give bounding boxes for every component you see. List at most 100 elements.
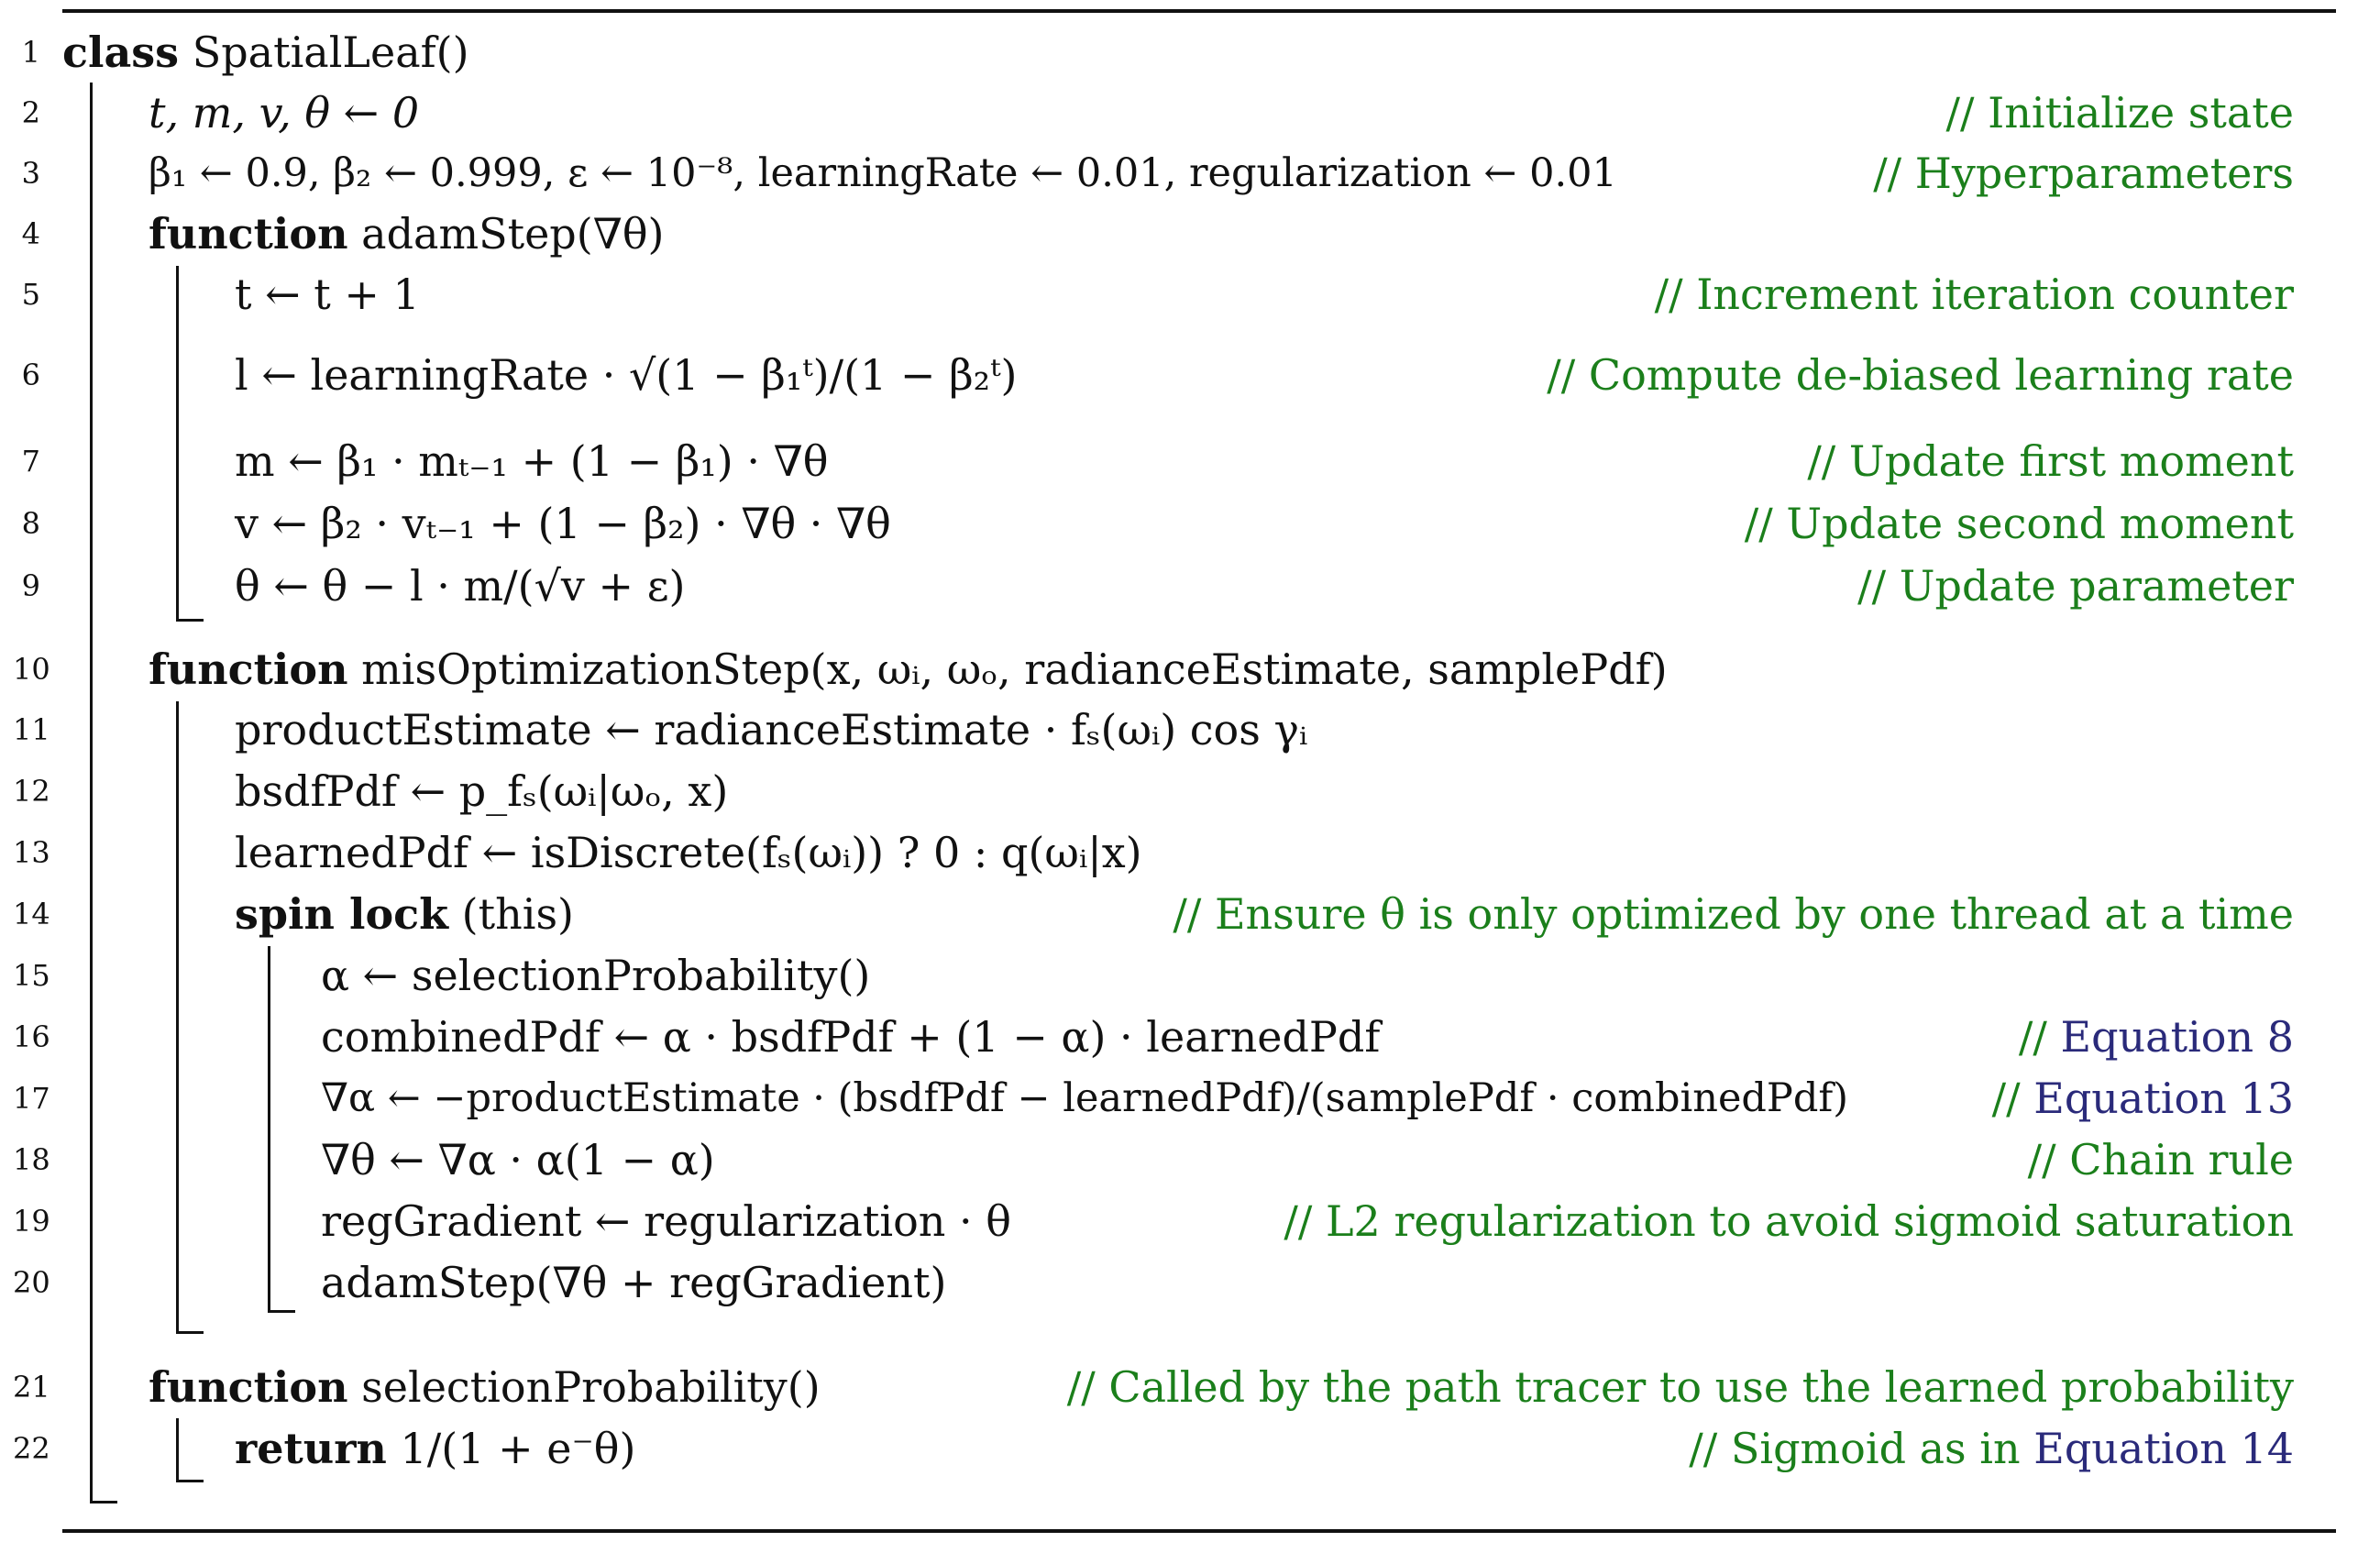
code-line-7: 7 m ← β₁ · mₜ₋₁ + (1 − β₁) · ∇θ // Updat… bbox=[0, 431, 2380, 491]
scope-end-misopt bbox=[176, 1331, 204, 1334]
code-line-16: 16 combinedPdf ← α · bsdfPdf + (1 − α) ·… bbox=[0, 1007, 2380, 1067]
comment-prefix: // bbox=[1991, 1074, 2034, 1123]
code-line-4: 4 function adamStep(∇θ) bbox=[0, 204, 2380, 264]
comment: // Called by the path tracer to use the … bbox=[1066, 1362, 2294, 1412]
line-number: 7 bbox=[21, 444, 40, 479]
comment-prefix: // bbox=[2018, 1012, 2061, 1062]
code-text: function misOptimizationStep(x, ωᵢ, ωₒ, … bbox=[149, 639, 1668, 699]
comment: // Update second moment bbox=[1744, 499, 2294, 548]
comment: // Compute de-biased learning rate bbox=[1547, 350, 2294, 400]
bottom-rule bbox=[62, 1529, 2336, 1533]
line-number: 12 bbox=[13, 774, 50, 809]
code-line-5: 5 t ← t + 1 // Increment iteration count… bbox=[0, 264, 2380, 325]
code-text: adamStep(∇θ + regGradient) bbox=[321, 1258, 947, 1307]
code-rest: 1/(1 + e⁻θ) bbox=[386, 1424, 636, 1473]
comment: // Initialize state bbox=[1945, 88, 2294, 138]
line-number: 8 bbox=[21, 506, 40, 541]
code-line-1: 1 class SpatialLeaf() bbox=[0, 22, 2380, 83]
line-number: 1 bbox=[21, 35, 40, 70]
code-text: m ← β₁ · mₜ₋₁ + (1 − β₁) · ∇θ bbox=[235, 436, 829, 486]
code-line-11: 11 productEstimate ← radianceEstimate · … bbox=[0, 699, 2380, 760]
equation-ref: Equation 13 bbox=[2033, 1074, 2294, 1123]
line-number: 3 bbox=[21, 156, 40, 191]
scope-end-spinlock bbox=[268, 1310, 295, 1313]
scope-bar-adamstep bbox=[176, 266, 179, 622]
line-number: 6 bbox=[21, 358, 40, 392]
code-text: productEstimate ← radianceEstimate · fₛ(… bbox=[235, 705, 1308, 754]
keyword: class bbox=[62, 28, 180, 77]
code-text: combinedPdf ← α · bsdfPdf + (1 − α) · le… bbox=[321, 1012, 1381, 1062]
line-number: 16 bbox=[13, 1019, 50, 1054]
keyword: spin lock bbox=[235, 889, 449, 939]
code-text: regGradient ← regularization · θ bbox=[321, 1196, 1011, 1246]
code-text: ∇θ ← ∇α · α(1 − α) bbox=[321, 1135, 715, 1184]
code-text: return 1/(1 + e⁻θ) bbox=[235, 1418, 635, 1479]
scope-end-selprob bbox=[176, 1480, 204, 1482]
comment: // Update first moment bbox=[1807, 436, 2294, 486]
code-text: v ← β₂ · vₜ₋₁ + (1 − β₂) · ∇θ · ∇θ bbox=[235, 499, 891, 548]
comment: // Sigmoid as in Equation 14 bbox=[1689, 1418, 2294, 1479]
code-text: class SpatialLeaf() bbox=[62, 22, 469, 83]
code-line-8: 8 v ← β₂ · vₜ₋₁ + (1 − β₂) · ∇θ · ∇θ // … bbox=[0, 493, 2380, 554]
scope-bar-selprob bbox=[176, 1418, 179, 1482]
line-number: 10 bbox=[13, 652, 50, 687]
code-text: t, m, v, θ ← 0 bbox=[149, 88, 420, 138]
line-number: 17 bbox=[13, 1081, 50, 1116]
line-number: 13 bbox=[13, 835, 50, 870]
equation-ref: Equation 14 bbox=[2033, 1424, 2294, 1473]
code-text: l ← learningRate · √(1 − β₁ᵗ)/(1 − β₂ᵗ) bbox=[235, 350, 1018, 400]
keyword: function bbox=[149, 1362, 348, 1412]
comment: // Ensure θ is only optimized by one thr… bbox=[1173, 889, 2294, 939]
code-text: θ ← θ − l · m/(√v + ε) bbox=[235, 561, 686, 611]
comment: // L2 regularization to avoid sigmoid sa… bbox=[1284, 1196, 2294, 1246]
code-rest: SpatialLeaf() bbox=[179, 28, 469, 77]
code-text: ∇α ← −productEstimate · (bsdfPdf − learn… bbox=[321, 1075, 1849, 1121]
code-text: learnedPdf ← isDiscrete(fₛ(ωᵢ)) ? 0 : q(… bbox=[235, 828, 1142, 877]
code-rest: adamStep(∇θ) bbox=[347, 209, 665, 259]
code-rest: misOptimizationStep(x, ωᵢ, ωₒ, radianceE… bbox=[347, 644, 1668, 694]
code-line-14: 14 spin lock (this) // Ensure θ is only … bbox=[0, 884, 2380, 944]
code-line-2: 2 t, m, v, θ ← 0 // Initialize state bbox=[0, 83, 2380, 143]
line-number: 15 bbox=[13, 958, 50, 993]
code-text: bsdfPdf ← p_fₛ(ωᵢ|ωₒ, x) bbox=[235, 766, 729, 816]
code-text: spin lock (this) bbox=[235, 884, 574, 944]
top-rule bbox=[62, 9, 2336, 13]
line-number: 14 bbox=[13, 897, 50, 931]
equation-ref: Equation 8 bbox=[2060, 1012, 2294, 1062]
line-number: 20 bbox=[13, 1265, 50, 1300]
code-line-13: 13 learnedPdf ← isDiscrete(fₛ(ωᵢ)) ? 0 :… bbox=[0, 822, 2380, 883]
line-number: 22 bbox=[13, 1431, 50, 1466]
code-line-10: 10 function misOptimizationStep(x, ωᵢ, ω… bbox=[0, 639, 2380, 699]
comment: // Chain rule bbox=[2027, 1135, 2294, 1184]
code-line-17: 17 ∇α ← −productEstimate · (bsdfPdf − le… bbox=[0, 1068, 2380, 1129]
code-line-20: 20 adamStep(∇θ + regGradient) bbox=[0, 1252, 2380, 1313]
line-number: 2 bbox=[21, 95, 40, 130]
code-line-3: 3 β₁ ← 0.9, β₂ ← 0.999, ε ← 10⁻⁸, learni… bbox=[0, 143, 2380, 204]
comment-prefix: // Sigmoid as in bbox=[1689, 1424, 2034, 1473]
code-line-15: 15 α ← selectionProbability() bbox=[0, 945, 2380, 1006]
scope-end-class bbox=[90, 1501, 117, 1503]
keyword: function bbox=[149, 209, 348, 259]
keyword: return bbox=[235, 1424, 387, 1473]
code-line-21: 21 function selectionProbability() // Ca… bbox=[0, 1357, 2380, 1417]
comment: // Update parameter bbox=[1857, 561, 2294, 611]
scope-bar-spinlock bbox=[268, 946, 270, 1313]
code-rest: selectionProbability() bbox=[347, 1362, 821, 1412]
line-number: 5 bbox=[21, 277, 40, 312]
code-line-18: 18 ∇θ ← ∇α · α(1 − α) // Chain rule bbox=[0, 1129, 2380, 1190]
code-text: t ← t + 1 bbox=[235, 270, 420, 319]
code-text: α ← selectionProbability() bbox=[321, 951, 871, 1000]
line-number: 21 bbox=[13, 1370, 50, 1404]
scope-end-adamstep bbox=[176, 619, 204, 622]
keyword: function bbox=[149, 644, 348, 694]
code-line-12: 12 bsdfPdf ← p_fₛ(ωᵢ|ωₒ, x) bbox=[0, 761, 2380, 821]
comment: // Equation 8 bbox=[2019, 1007, 2294, 1067]
line-number: 19 bbox=[13, 1204, 50, 1239]
scope-bar-class bbox=[90, 83, 93, 1503]
code-text: function selectionProbability() bbox=[149, 1357, 821, 1417]
code-line-6: 6 l ← learningRate · √(1 − β₁ᵗ)/(1 − β₂ᵗ… bbox=[0, 345, 2380, 405]
line-number: 4 bbox=[21, 216, 40, 251]
code-line-9: 9 θ ← θ − l · m/(√v + ε) // Update param… bbox=[0, 556, 2380, 616]
code-line-22: 22 return 1/(1 + e⁻θ) // Sigmoid as in E… bbox=[0, 1418, 2380, 1479]
comment: // Increment iteration counter bbox=[1654, 270, 2294, 319]
